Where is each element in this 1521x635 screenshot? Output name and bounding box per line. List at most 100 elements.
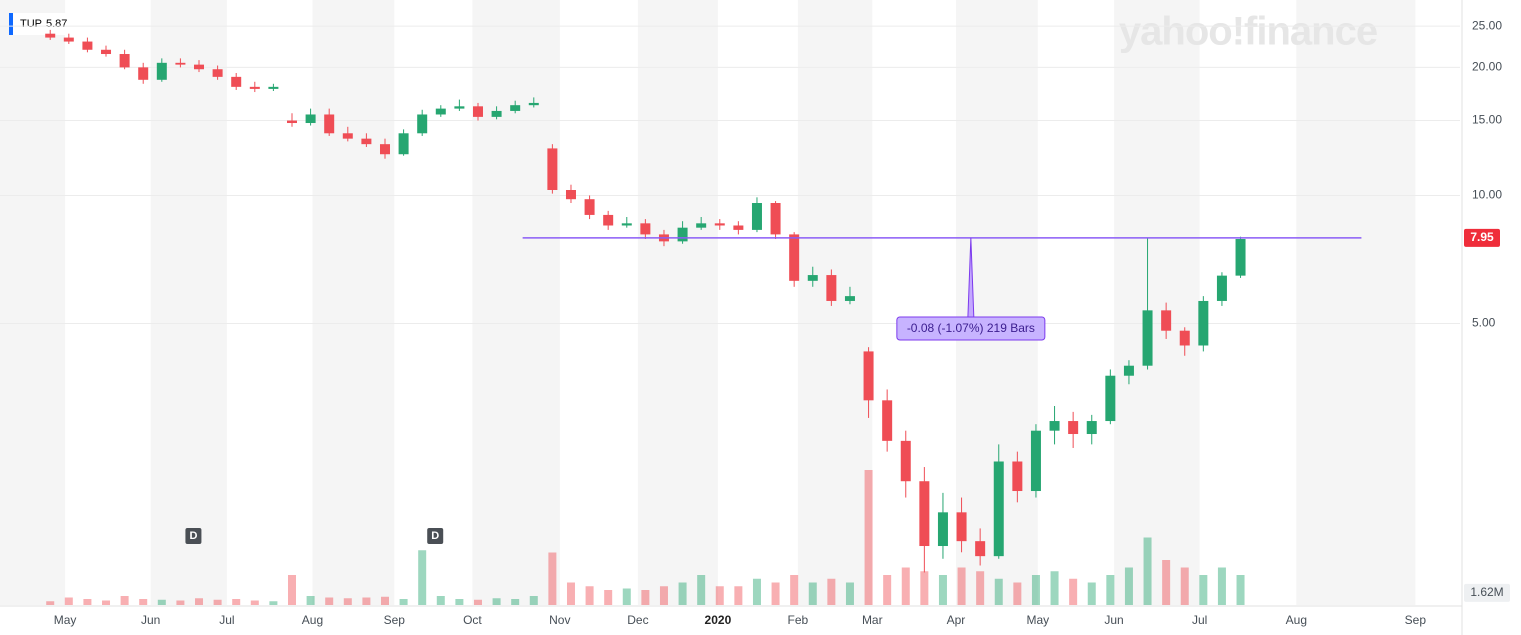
candle-body bbox=[212, 69, 223, 77]
candle-body bbox=[807, 275, 818, 281]
month-band bbox=[312, 0, 395, 605]
candle-body bbox=[1198, 300, 1209, 346]
candle-body bbox=[268, 86, 279, 89]
volume-bar bbox=[1106, 575, 1115, 605]
y-tick-label: 10.00 bbox=[1472, 188, 1502, 202]
candle-body bbox=[231, 76, 242, 87]
volume-bar bbox=[1143, 537, 1152, 605]
volume-bar bbox=[566, 582, 575, 605]
candle-body bbox=[249, 86, 260, 89]
volume-bar bbox=[808, 582, 817, 605]
x-tick-label: Aug bbox=[302, 613, 323, 627]
brand-logo: yahoo!finance bbox=[1119, 10, 1377, 54]
volume-bar bbox=[771, 582, 780, 605]
candle-body bbox=[287, 120, 297, 124]
y-tick-label: 15.00 bbox=[1472, 113, 1502, 127]
candle-body bbox=[528, 102, 539, 106]
candle-body bbox=[547, 148, 558, 191]
candle-body bbox=[640, 223, 651, 235]
volume-bar bbox=[604, 590, 613, 605]
x-tick-label: Mar bbox=[862, 613, 883, 627]
candle-body bbox=[714, 223, 725, 226]
volume-bar bbox=[83, 599, 92, 605]
month-band bbox=[0, 0, 66, 605]
volume-bar bbox=[64, 597, 73, 605]
candle-body bbox=[826, 275, 837, 301]
candle-body bbox=[1030, 430, 1041, 492]
candle-body bbox=[733, 225, 744, 230]
candle-body bbox=[1012, 461, 1023, 492]
month-band bbox=[1296, 0, 1416, 605]
volume-bar bbox=[1162, 560, 1171, 605]
y-tick-label: 25.00 bbox=[1472, 18, 1502, 32]
volume-bar bbox=[1013, 582, 1022, 605]
candle-body bbox=[510, 105, 521, 111]
volume-bar bbox=[845, 582, 854, 605]
volume-bar bbox=[752, 578, 761, 605]
volume-bar bbox=[325, 597, 334, 605]
volume-bar bbox=[399, 599, 408, 605]
x-tick-label: Sep bbox=[1405, 613, 1427, 627]
candle-body bbox=[63, 37, 74, 42]
candle-body bbox=[472, 106, 483, 117]
candle-body bbox=[975, 541, 986, 557]
x-tick-label: Sep bbox=[384, 613, 406, 627]
candle-body bbox=[696, 223, 707, 228]
candle-body bbox=[1049, 421, 1060, 431]
volume-bar bbox=[269, 601, 278, 605]
candle-body bbox=[1086, 421, 1097, 435]
candle-body bbox=[324, 114, 335, 134]
volume-bar bbox=[250, 600, 259, 605]
x-tick-label: Nov bbox=[549, 613, 570, 627]
x-tick-label: Jul bbox=[219, 613, 234, 627]
volume-bar bbox=[46, 601, 55, 605]
candle-body bbox=[844, 296, 855, 301]
candle-body bbox=[119, 54, 130, 68]
candle-body bbox=[175, 62, 186, 65]
candle-body bbox=[937, 512, 948, 547]
volume-bar bbox=[455, 599, 464, 605]
volume-bar bbox=[436, 596, 445, 605]
month-band bbox=[637, 0, 718, 605]
volume-bar bbox=[120, 596, 129, 605]
candle-body bbox=[101, 49, 112, 55]
candle-body bbox=[1216, 275, 1227, 301]
volume-bar bbox=[1069, 578, 1078, 605]
candle-body bbox=[435, 108, 446, 115]
ticker-price: 5.87 bbox=[46, 18, 67, 30]
candle-body bbox=[993, 461, 1004, 557]
volume-bar bbox=[1124, 567, 1133, 605]
candle-body bbox=[789, 234, 800, 281]
volume-bar bbox=[697, 575, 706, 605]
volume-bar bbox=[678, 582, 687, 605]
volume-bar bbox=[473, 599, 482, 605]
volume-bar bbox=[622, 588, 631, 605]
volume-bar bbox=[362, 597, 371, 605]
volume-bar bbox=[1180, 567, 1189, 605]
candle-body bbox=[1142, 310, 1153, 366]
volume-bar bbox=[343, 598, 352, 605]
candle-body bbox=[1105, 375, 1116, 422]
candle-body bbox=[770, 203, 781, 235]
dividend-marker bbox=[427, 528, 444, 544]
volume-bar bbox=[232, 599, 241, 605]
last-price-label: 7.95 bbox=[1470, 230, 1494, 244]
candle-body bbox=[82, 41, 93, 50]
volume-bar bbox=[827, 578, 836, 605]
ticker-symbol: TUP bbox=[20, 18, 42, 30]
candle-body bbox=[677, 227, 688, 242]
x-tick-label: Aug bbox=[1286, 613, 1307, 627]
measurement-box bbox=[896, 316, 1046, 341]
y-tick-label: 20.00 bbox=[1472, 60, 1502, 74]
volume-bar bbox=[288, 575, 296, 605]
candle-body bbox=[1068, 421, 1079, 435]
volume-bar bbox=[585, 586, 594, 605]
volume-bar bbox=[492, 598, 501, 605]
y-tick-label: 5.00 bbox=[1472, 316, 1496, 330]
candle-body bbox=[417, 114, 428, 134]
x-tick-label: May bbox=[1026, 613, 1049, 627]
volume-bar bbox=[790, 575, 799, 605]
candle-body bbox=[454, 106, 465, 109]
volume-bar bbox=[957, 567, 966, 605]
